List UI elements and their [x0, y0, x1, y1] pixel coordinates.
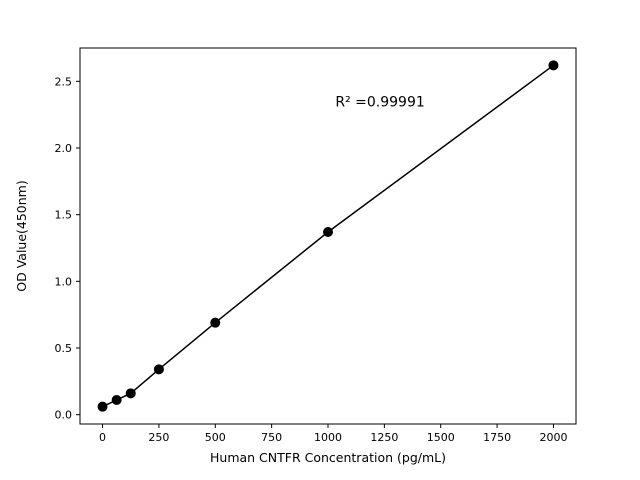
x-tick-label: 1250 [370, 431, 398, 444]
data-point [548, 60, 559, 71]
y-tick-label: 2.0 [55, 142, 73, 155]
data-point [97, 401, 108, 412]
x-tick-label: 250 [148, 431, 169, 444]
x-tick-label: 1500 [427, 431, 455, 444]
data-point [153, 364, 164, 375]
data-point [323, 227, 333, 237]
data-point [210, 317, 221, 328]
y-tick-label: 1.0 [55, 275, 73, 288]
y-tick-label: 0.5 [55, 342, 73, 355]
y-tick-label: 2.5 [55, 75, 73, 88]
x-tick-label: 1750 [483, 431, 511, 444]
y-axis-label: OD Value(450nm) [14, 180, 29, 291]
x-tick-label: 750 [261, 431, 282, 444]
x-tick-label: 0 [99, 431, 106, 444]
x-tick-label: 500 [205, 431, 226, 444]
x-tick-label: 1000 [314, 431, 342, 444]
y-tick-label: 1.5 [55, 209, 73, 222]
data-point [125, 388, 136, 399]
x-tick-label: 2000 [539, 431, 567, 444]
data-point [111, 395, 122, 405]
x-axis-label: Human CNTFR Concentration (pg/mL) [210, 450, 446, 465]
y-tick-label: 0.0 [55, 409, 73, 422]
r-squared-annotation: R² =0.99991 [335, 94, 424, 110]
